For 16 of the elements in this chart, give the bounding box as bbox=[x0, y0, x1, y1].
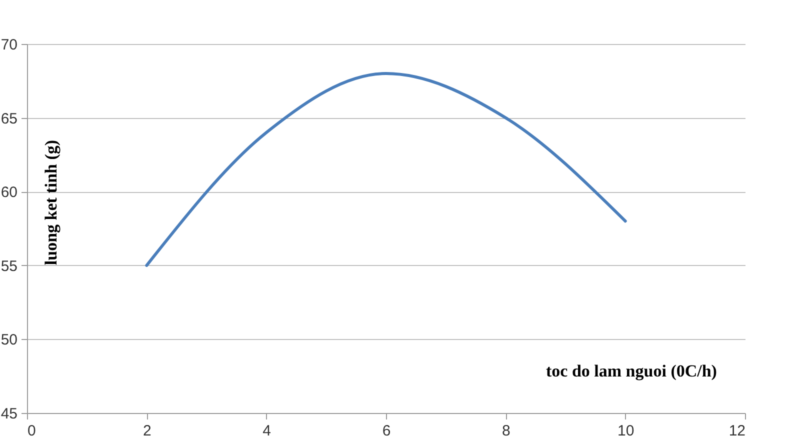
x-tick-label: 2 bbox=[142, 422, 152, 440]
y-tick-label: 65 bbox=[0, 110, 18, 128]
x-tick-label: 6 bbox=[382, 422, 391, 440]
x-axis-title: toc do lam nguoi (0C/h) bbox=[546, 362, 717, 380]
line-series bbox=[145, 72, 627, 267]
x-tick-label: 10 bbox=[617, 422, 634, 440]
x-tick-label: 12 bbox=[728, 422, 746, 440]
y-tick-label: 70 bbox=[0, 36, 18, 54]
y-tick-label: 50 bbox=[0, 332, 18, 349]
x-tick-label: 8 bbox=[502, 422, 510, 440]
x-tick-label: 0 bbox=[28, 422, 36, 440]
x-tick-label: 4 bbox=[262, 422, 272, 440]
y-tick-label: 55 bbox=[0, 258, 18, 275]
y-tick-label: 45 bbox=[0, 406, 18, 422]
y-tick-label: 60 bbox=[0, 184, 18, 202]
y-axis-title: luong ket tinh (g) bbox=[42, 140, 60, 266]
